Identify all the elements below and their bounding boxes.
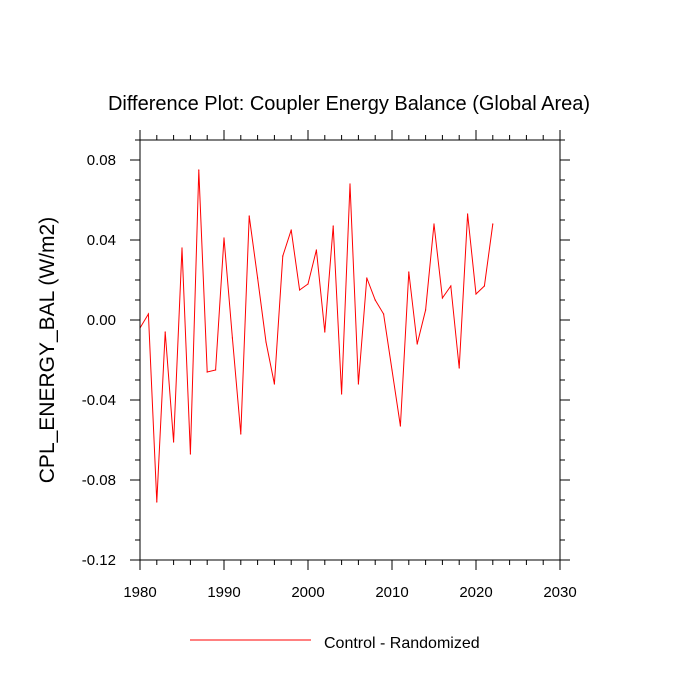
data-point	[215, 369, 217, 371]
y-tick-label: 0.08	[87, 152, 116, 169]
data-point	[181, 247, 183, 249]
data-point	[223, 237, 225, 239]
data-point	[315, 249, 317, 251]
data-point	[374, 299, 376, 301]
data-point	[483, 285, 485, 287]
y-tick-labels: -0.12 -0.08 -0.04 0.00 0.04 0.08	[82, 152, 116, 569]
legend-label: Control - Randomized	[324, 635, 480, 652]
data-point	[383, 313, 385, 315]
data-point	[257, 277, 259, 279]
data-point	[282, 255, 284, 257]
x-tick-label: 2000	[291, 584, 324, 601]
data-point	[408, 271, 410, 273]
data-point	[198, 169, 200, 171]
legend: Control - Randomized	[190, 635, 480, 652]
x-tick-label: 1990	[207, 584, 240, 601]
data-point	[273, 383, 275, 385]
data-point	[189, 453, 191, 455]
data-point	[458, 367, 460, 369]
data-point	[290, 229, 292, 231]
data-point	[433, 223, 435, 225]
data-point	[467, 213, 469, 215]
x-tick-label: 1980	[123, 584, 156, 601]
data-point	[366, 277, 368, 279]
data-point	[332, 225, 334, 227]
y-tick-label: 0.00	[87, 312, 116, 329]
data-point	[164, 331, 166, 333]
data-point	[450, 285, 452, 287]
data-point	[265, 341, 267, 343]
data-point	[425, 309, 427, 311]
data-point	[173, 441, 175, 443]
data-point	[475, 293, 477, 295]
y-axis-label: CPL_ENERGY_BAL (W/m2)	[36, 217, 59, 483]
data-point	[391, 369, 393, 371]
data-point	[240, 433, 242, 435]
data-point	[147, 313, 149, 315]
y-tick-label: -0.08	[82, 472, 116, 489]
minor-ticks	[135, 135, 565, 565]
chart-title: Difference Plot: Coupler Energy Balance …	[108, 93, 590, 115]
data-point	[307, 283, 309, 285]
data-point	[341, 393, 343, 395]
data-point	[324, 331, 326, 333]
x-tick-label: 2010	[375, 584, 408, 601]
y-tick-label: -0.12	[82, 552, 116, 569]
plot-frame	[139, 139, 561, 561]
data-point	[206, 371, 208, 373]
data-point	[299, 289, 301, 291]
data-point	[357, 383, 359, 385]
data-point	[248, 215, 250, 217]
data-point	[492, 223, 494, 225]
data-point	[441, 297, 443, 299]
series-layer	[139, 169, 494, 503]
data-point	[156, 501, 158, 503]
data-point	[416, 343, 418, 345]
y-tick-label: -0.04	[82, 392, 116, 409]
data-point	[231, 337, 233, 339]
x-tick-label: 2020	[459, 584, 492, 601]
data-point	[349, 183, 351, 185]
data-point	[399, 425, 401, 427]
y-tick-label: 0.04	[87, 232, 116, 249]
major-ticks	[130, 130, 570, 570]
x-tick-labels: 1980 1990 2000 2010 2020 2030	[123, 584, 576, 601]
x-tick-label: 2030	[543, 584, 576, 601]
